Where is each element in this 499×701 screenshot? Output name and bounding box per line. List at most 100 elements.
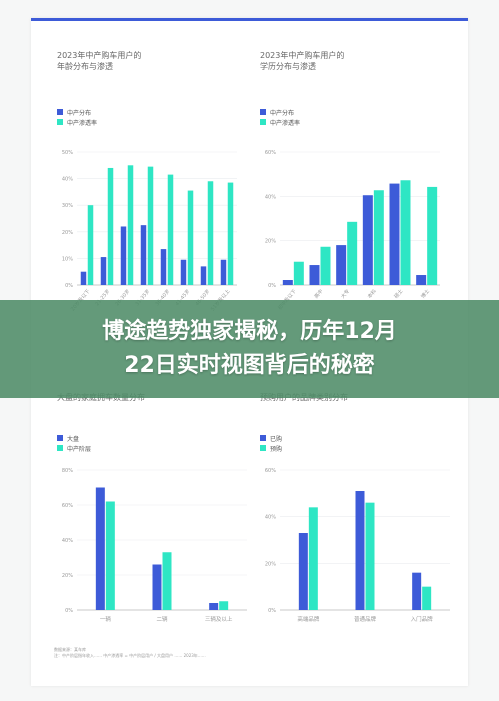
bar-secondary	[87, 205, 94, 285]
y-tick-label: 0%	[268, 608, 276, 614]
legend-item: 中产阶层	[57, 443, 91, 453]
legend-label: 大盘	[67, 435, 80, 443]
x-tick-label: 普通品牌	[354, 615, 377, 623]
legend-label: 中产阶层	[67, 445, 92, 453]
legend-swatch	[57, 435, 63, 441]
panel-age: 2023年中产购车用户的 年龄分布与渗透 中产分布 中产渗透率	[57, 50, 247, 310]
bar-secondary	[320, 246, 331, 285]
bar-primary	[120, 226, 127, 285]
legend-label: 预购	[270, 445, 283, 453]
bar-primary	[100, 257, 107, 285]
bar-primary	[416, 275, 427, 285]
bar-primary	[282, 280, 293, 285]
y-tick-label: 0%	[268, 283, 276, 289]
x-tick-label: 博士	[419, 288, 431, 300]
bar-primary	[180, 259, 187, 285]
legend-swatch	[260, 119, 266, 125]
bar-primary	[80, 271, 87, 285]
source-line: 数据来源：某车库	[54, 647, 86, 652]
y-tick-label: 40%	[62, 538, 73, 544]
bar-primary	[336, 245, 347, 285]
bar-primary	[152, 564, 162, 610]
chart-title-age: 2023年中产购车用户的 年龄分布与渗透	[57, 51, 142, 71]
chart-age: 0%10%20%30%40%50%20岁及以下21-25岁26-30岁31-35…	[62, 150, 237, 312]
legend-swatch	[260, 109, 266, 115]
y-tick-label: 40%	[265, 194, 276, 200]
bar-secondary	[219, 601, 229, 610]
legend-brand: 已购 预购	[260, 433, 282, 453]
bar-secondary	[127, 165, 134, 285]
y-tick-label: 50%	[62, 150, 73, 156]
bar-secondary	[293, 261, 304, 285]
legend-swatch	[57, 445, 63, 451]
bar-primary	[309, 265, 320, 285]
legend-item: 中产渗透率	[57, 117, 97, 127]
y-tick-label: 10%	[62, 256, 73, 262]
x-tick-label: 本科	[366, 288, 378, 300]
x-tick-label: 二辆	[156, 615, 168, 623]
y-tick-label: 20%	[62, 230, 73, 236]
y-tick-label: 60%	[62, 503, 73, 509]
y-tick-label: 30%	[62, 203, 73, 209]
bar-secondary	[107, 167, 114, 285]
bar-primary	[220, 259, 227, 285]
bar-secondary	[227, 182, 234, 285]
bar-primary	[412, 572, 422, 610]
y-tick-label: 0%	[65, 608, 73, 614]
bar-primary	[200, 266, 207, 285]
x-tick-label: 入门品牌	[411, 615, 434, 623]
chart-car-count: 0% 20% 40% 60% 80% 一辆 二辆 三辆及以上	[62, 468, 247, 623]
legend-item: 大盘	[57, 433, 91, 443]
legend-label: 中产渗透率	[67, 119, 98, 127]
legend-label: 中产渗透率	[270, 119, 301, 127]
y-tick-label: 40%	[265, 515, 276, 521]
y-tick-label: 0%	[65, 283, 73, 289]
bar-secondary	[308, 507, 318, 610]
headline-banner: 博途趋势独家揭秘，历年12月 22日实时视图背后的秘密	[0, 300, 499, 398]
y-tick-label: 40%	[62, 177, 73, 183]
legend-education: 中产分布 中产渗透率	[260, 107, 300, 127]
bar-primary	[355, 491, 365, 610]
bar-secondary	[373, 190, 384, 285]
bar-secondary	[422, 586, 432, 610]
bar-secondary	[365, 502, 375, 610]
y-tick-label: 60%	[265, 150, 276, 156]
legend-item: 中产分布	[260, 107, 300, 117]
bar-primary	[298, 533, 308, 610]
x-tick-label: 三辆及以上	[205, 615, 233, 623]
chart-education: 0%20%40%60%初中及以下高中大专本科硕士博士	[265, 150, 440, 311]
bar-secondary	[147, 166, 154, 285]
x-tick-label: 高中	[313, 288, 325, 300]
legend-label: 中产分布	[67, 109, 92, 117]
bar-secondary	[162, 552, 172, 610]
bar-primary	[362, 195, 373, 285]
bar-secondary	[207, 181, 214, 285]
bar-secondary	[427, 186, 438, 285]
panel-education: 2023年中产购车用户的 学历分布与渗透 中产分布 中产渗透率	[260, 50, 450, 310]
bar-secondary	[187, 190, 194, 285]
legend-label: 中产分布	[270, 109, 295, 117]
chart-brand: 0% 20% 40% 60% 高端品牌 普通品牌 入门品牌	[265, 468, 450, 623]
bar-secondary	[400, 180, 411, 285]
chart-title-education: 2023年中产购车用户的 学历分布与渗透	[260, 51, 345, 71]
legend-item: 已购	[260, 433, 282, 443]
legend-swatch	[260, 435, 266, 441]
legend-item: 中产渗透率	[260, 117, 300, 127]
bar-secondary	[347, 221, 358, 285]
bar-primary	[389, 183, 400, 285]
y-tick-label: 20%	[265, 239, 276, 245]
legend-item: 中产分布	[57, 107, 97, 117]
x-tick-label: 硕士	[393, 288, 405, 300]
x-tick-label: 一辆	[100, 615, 112, 623]
y-tick-label: 20%	[62, 573, 73, 579]
y-tick-label: 20%	[265, 561, 276, 567]
bar-primary	[209, 603, 219, 610]
headline-text: 博途趋势独家揭秘，历年12月 22日实时视图背后的秘密	[102, 319, 397, 378]
legend-car-count: 大盘 中产阶层	[57, 433, 91, 453]
legend-age: 中产分布 中产渗透率	[57, 107, 97, 127]
legend-swatch	[57, 109, 63, 115]
source-note: 数据来源：某车库 注：中产阶层指年收入…… 中产渗透率 = 中产阶层用户 / 大…	[54, 647, 206, 659]
x-tick-label: 高端品牌	[297, 615, 320, 623]
bar-secondary	[167, 174, 174, 285]
legend-swatch	[57, 119, 63, 125]
